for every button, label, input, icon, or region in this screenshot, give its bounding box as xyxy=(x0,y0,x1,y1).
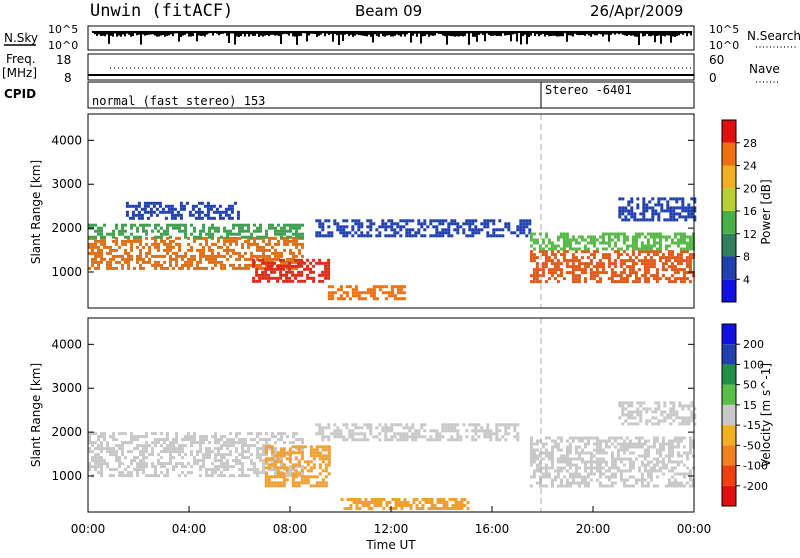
power-colorbar: 28 24 20 16 12 8 4 xyxy=(721,119,757,303)
freq-tick-bottom: 8 xyxy=(64,71,72,85)
xtick-label: 16:00 xyxy=(475,522,510,536)
power-band-8 xyxy=(618,197,697,222)
nsky-trace xyxy=(92,31,692,45)
colorbar-segment xyxy=(722,445,736,466)
colorbar-segment xyxy=(722,233,736,257)
ytick-label: 2000 xyxy=(51,221,82,235)
colorbar-segment xyxy=(722,256,736,280)
colorbar-segment xyxy=(722,279,736,302)
nsky-label: N.Sky xyxy=(4,31,38,45)
colorbar-tick-label: 12 xyxy=(743,228,757,241)
power-band-1 xyxy=(88,223,304,239)
colorbar-segment xyxy=(722,364,736,385)
colorbar-segment xyxy=(722,485,736,506)
xtick-label: 20:00 xyxy=(576,522,611,536)
ytick-label: 3000 xyxy=(51,381,82,395)
ytick-label: 2000 xyxy=(51,425,82,439)
nsky-tick-bottom: 10^0 xyxy=(48,39,78,52)
date-title: 26/Apr/2009 xyxy=(590,2,683,20)
colorbar-tick-label: 50 xyxy=(743,379,757,392)
velocity-panel: 1000 2000 3000 4000 00:00 04:00 08:00 12:00 16:… xyxy=(51,317,712,536)
power-band-6 xyxy=(529,250,695,284)
colorbar-tick-label: 28 xyxy=(743,137,757,150)
power-ylabel: Slant Range [km] xyxy=(29,160,43,264)
cpid-segment-2: Stereo -6401 xyxy=(545,83,632,97)
nsky-tick-top: 10^5 xyxy=(48,23,78,36)
colorbar-segment xyxy=(722,465,736,486)
xtick-label: 00:00 xyxy=(71,522,106,536)
time-axis-label: Time UT xyxy=(365,538,416,552)
velocity-colorbar: 200 100 50 15 -15 -50 -100 -200 xyxy=(721,323,768,507)
colorbar-tick-label: -15 xyxy=(743,419,761,432)
colorbar-tick-label: 24 xyxy=(743,160,757,173)
ytick-label: 4000 xyxy=(51,133,82,147)
cpid-panel xyxy=(87,81,695,109)
velocity-band-0 xyxy=(88,432,304,478)
colorbar-tick-label: 100 xyxy=(743,358,764,371)
nave-label: Nave xyxy=(749,62,780,76)
xtick-label: 08:00 xyxy=(273,522,308,536)
colorbar-tick-label: 200 xyxy=(743,338,764,351)
colorbar-segment xyxy=(722,165,736,189)
freq-unit: [MHz] xyxy=(2,66,37,80)
nsky-panel xyxy=(87,25,695,51)
colorbar-tick-label: 8 xyxy=(743,251,750,264)
colorbar-segment xyxy=(722,324,736,345)
power-colorbar-label: Power [dB] xyxy=(759,179,773,244)
freq-label: Freq. xyxy=(6,52,36,66)
ytick-label: 1000 xyxy=(51,265,82,279)
ytick-label: 3000 xyxy=(51,177,82,191)
cpid-label: CPID xyxy=(4,87,36,101)
colorbar-tick-label: 20 xyxy=(743,182,757,195)
xtick-label: 00:00 xyxy=(677,522,712,536)
power-band-7 xyxy=(529,232,695,251)
nave-tick-top: 60 xyxy=(709,53,724,67)
nsearch-label: N.Search xyxy=(747,29,800,43)
power-band-4 xyxy=(327,285,406,301)
colorbar-tick-label: -100 xyxy=(743,460,768,473)
ytick-label: 4000 xyxy=(51,337,82,351)
power-band-2 xyxy=(125,201,240,220)
colorbar-segment xyxy=(722,142,736,166)
velocity-band-2 xyxy=(315,423,520,442)
colorbar-tick-label: -50 xyxy=(743,439,761,452)
beam-title: Beam 09 xyxy=(355,2,422,20)
velocity-band-3 xyxy=(340,498,470,510)
xtick-label: 04:00 xyxy=(172,522,207,536)
power-panel: 1000 2000 3000 4000 xyxy=(51,113,697,309)
nave-tick-bottom: 0 xyxy=(709,71,717,85)
colorbar-tick-label: 16 xyxy=(743,205,757,218)
cpid-segment-1: normal (fast stereo) 153 xyxy=(92,94,265,108)
xtick-label: 12:00 xyxy=(374,522,409,536)
colorbar-segment xyxy=(722,120,736,143)
power-band-3 xyxy=(252,258,331,283)
colorbar-segment xyxy=(722,425,736,446)
nsearch-tick-top: 10^5 xyxy=(709,23,739,36)
colorbar-segment xyxy=(722,344,736,365)
colorbar-segment xyxy=(722,384,736,405)
colorbar-tick-label: -200 xyxy=(743,480,768,493)
velocity-band-4 xyxy=(529,436,695,488)
freq-tick-top: 18 xyxy=(56,53,71,67)
colorbar-tick-label: 4 xyxy=(743,273,750,286)
velocity-band-1 xyxy=(264,445,331,488)
nsearch-tick-bottom: 10^0 xyxy=(709,39,739,52)
colorbar-tick-label: 15 xyxy=(743,399,757,412)
colorbar-segment xyxy=(722,211,736,234)
station-title: Unwin (fitACF) xyxy=(90,1,233,21)
freq-panel xyxy=(87,53,695,81)
velocity-ylabel: Slant Range [km] xyxy=(29,363,43,467)
velocity-band-5 xyxy=(618,401,697,426)
colorbar-segment xyxy=(722,188,736,211)
power-band-5 xyxy=(315,219,532,238)
ytick-label: 1000 xyxy=(51,469,82,483)
colorbar-segment xyxy=(722,404,736,426)
velocity-colorbar-label: Velocity [m s^-1] xyxy=(759,363,773,467)
